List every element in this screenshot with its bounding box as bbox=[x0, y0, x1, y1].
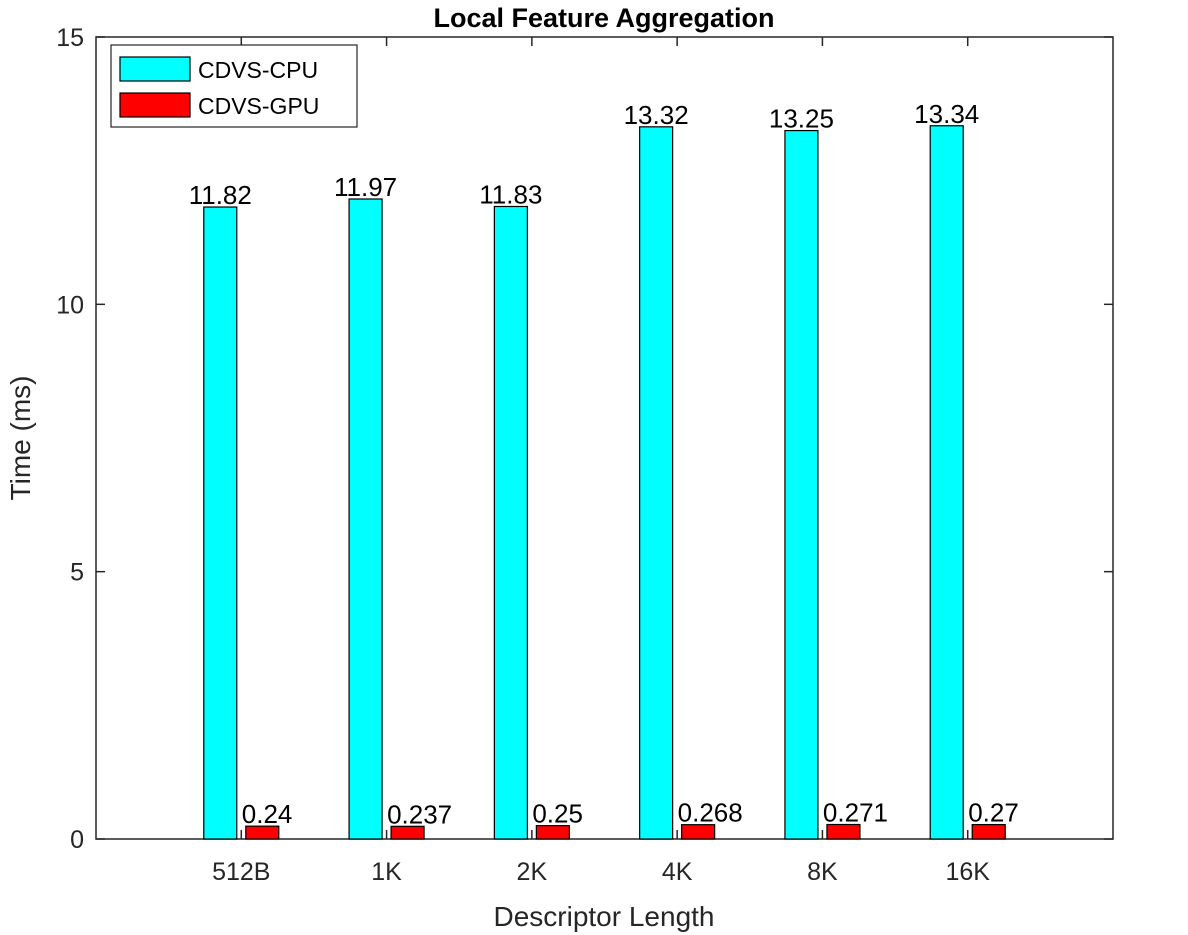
gpu-data-label: 0.271 bbox=[823, 798, 888, 828]
gpu-bar bbox=[245, 825, 280, 840]
cpu-bar bbox=[929, 125, 964, 840]
y-tick-label: 0 bbox=[70, 826, 84, 854]
gpu-data-label: 0.24 bbox=[242, 799, 293, 829]
cpu-data-label: 11.83 bbox=[479, 179, 542, 209]
plot-area: 0 5 10 15 512B 11.82 0.24 1K 11.97 0.237 2K 11.83 0.… bbox=[56, 24, 1114, 886]
cpu-bar bbox=[784, 129, 819, 840]
x-tick-label: 2K bbox=[517, 858, 548, 886]
legend-swatch-cpu bbox=[119, 56, 191, 82]
x-tick-label: 8K bbox=[807, 858, 838, 886]
y-tick-label: 15 bbox=[56, 24, 84, 52]
cpu-bar bbox=[639, 126, 674, 840]
cpu-bar bbox=[203, 206, 238, 840]
gpu-data-label: 0.268 bbox=[678, 798, 743, 828]
y-tick-label: 5 bbox=[70, 559, 84, 587]
gpu-data-label: 0.25 bbox=[532, 799, 583, 829]
cpu-data-label: 13.34 bbox=[914, 99, 979, 129]
x-axis-label: Descriptor Length bbox=[493, 901, 714, 932]
x-tick-label: 4K bbox=[662, 858, 693, 886]
gpu-data-label: 0.237 bbox=[387, 799, 452, 829]
y-axis-label: Time (ms) bbox=[5, 376, 36, 501]
gpu-bar bbox=[826, 823, 861, 840]
x-tick-label: 1K bbox=[371, 858, 402, 886]
cpu-data-label: 11.97 bbox=[334, 172, 397, 202]
cpu-data-label: 13.25 bbox=[769, 104, 834, 134]
legend-label-cpu: CDVS-CPU bbox=[198, 57, 318, 83]
y-tick-label: 10 bbox=[56, 291, 84, 319]
legend-swatch-gpu bbox=[119, 92, 191, 118]
gpu-bar bbox=[535, 825, 570, 840]
x-tick-label: 16K bbox=[945, 858, 990, 886]
cpu-data-label: 11.82 bbox=[189, 180, 252, 210]
gpu-data-label: 0.27 bbox=[968, 798, 1019, 828]
chart-title: Local Feature Aggregation bbox=[433, 3, 774, 33]
x-tick-label: 512B bbox=[212, 858, 270, 886]
legend-label-gpu: CDVS-GPU bbox=[198, 93, 319, 119]
cpu-data-label: 13.32 bbox=[624, 100, 689, 130]
gpu-bar bbox=[971, 823, 1006, 840]
cpu-bar bbox=[348, 198, 383, 840]
gpu-bar bbox=[681, 824, 716, 840]
cpu-bar bbox=[493, 205, 528, 840]
gpu-bar bbox=[390, 825, 425, 840]
